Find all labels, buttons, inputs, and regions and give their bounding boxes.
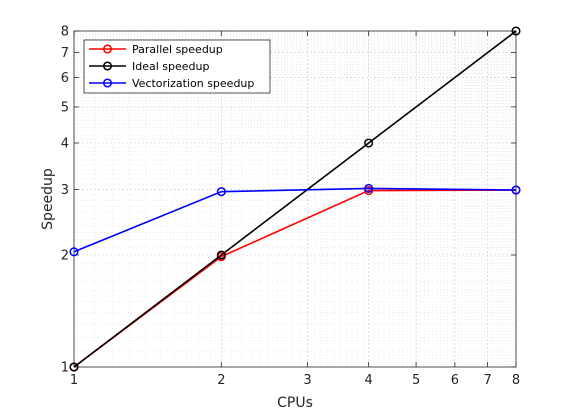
data-point (216, 187, 226, 197)
legend-marker (102, 44, 113, 54)
y-tick-label: 3 (61, 183, 69, 198)
data-point (511, 185, 521, 195)
series-vectorization-speedup (69, 183, 521, 257)
legend-entry: Parallel speedup (89, 43, 223, 56)
data-point (69, 362, 79, 372)
y-axis-label: Speedup (40, 168, 56, 230)
data-point (364, 183, 374, 193)
legend-marker (102, 78, 113, 88)
x-tick-label: 5 (412, 373, 420, 388)
x-tick-label: 4 (365, 373, 373, 388)
y-tick-label: 5 (61, 100, 69, 115)
data-point (69, 247, 79, 257)
series-ideal-speedup (69, 26, 521, 372)
data-point (216, 250, 226, 260)
legend-label: Ideal speedup (132, 60, 209, 73)
x-tick-label: 6 (451, 373, 459, 388)
legend-entry: Ideal speedup (89, 60, 209, 73)
legend-entry: Vectorization speedup (89, 77, 254, 90)
series-line (73, 187, 517, 253)
x-tick-label: 7 (483, 373, 491, 388)
series-line (73, 30, 517, 368)
plot-box (73, 30, 517, 368)
data-point (364, 138, 374, 148)
x-tick-label: 3 (303, 373, 311, 388)
x-tick-label: 2 (217, 373, 225, 388)
legend-label: Parallel speedup (132, 43, 223, 56)
data-point (511, 26, 521, 36)
y-tick-label: 2 (61, 249, 69, 264)
y-tick-label: 1 (61, 361, 69, 376)
y-tick-label: 6 (61, 71, 69, 86)
x-tick-label: 1 (70, 373, 78, 388)
y-tick-label: 4 (61, 137, 69, 152)
legend-label: Vectorization speedup (132, 77, 254, 90)
legend-marker (102, 61, 113, 71)
legend: Parallel speedup Ideal speedup Vectorizati… (83, 39, 271, 94)
series-layer (69, 26, 521, 372)
x-axis-label: CPUs (277, 395, 313, 411)
y-tick-label: 8 (61, 25, 69, 40)
x-tick-label: 8 (512, 373, 520, 388)
y-tick-label: 7 (61, 46, 69, 61)
y-tick-labels: 1 2 3 4 5 6 7 8 (61, 25, 69, 376)
x-tick-labels: 1 2 3 4 5 6 7 8 (70, 373, 520, 388)
minor-grid (74, 31, 516, 367)
